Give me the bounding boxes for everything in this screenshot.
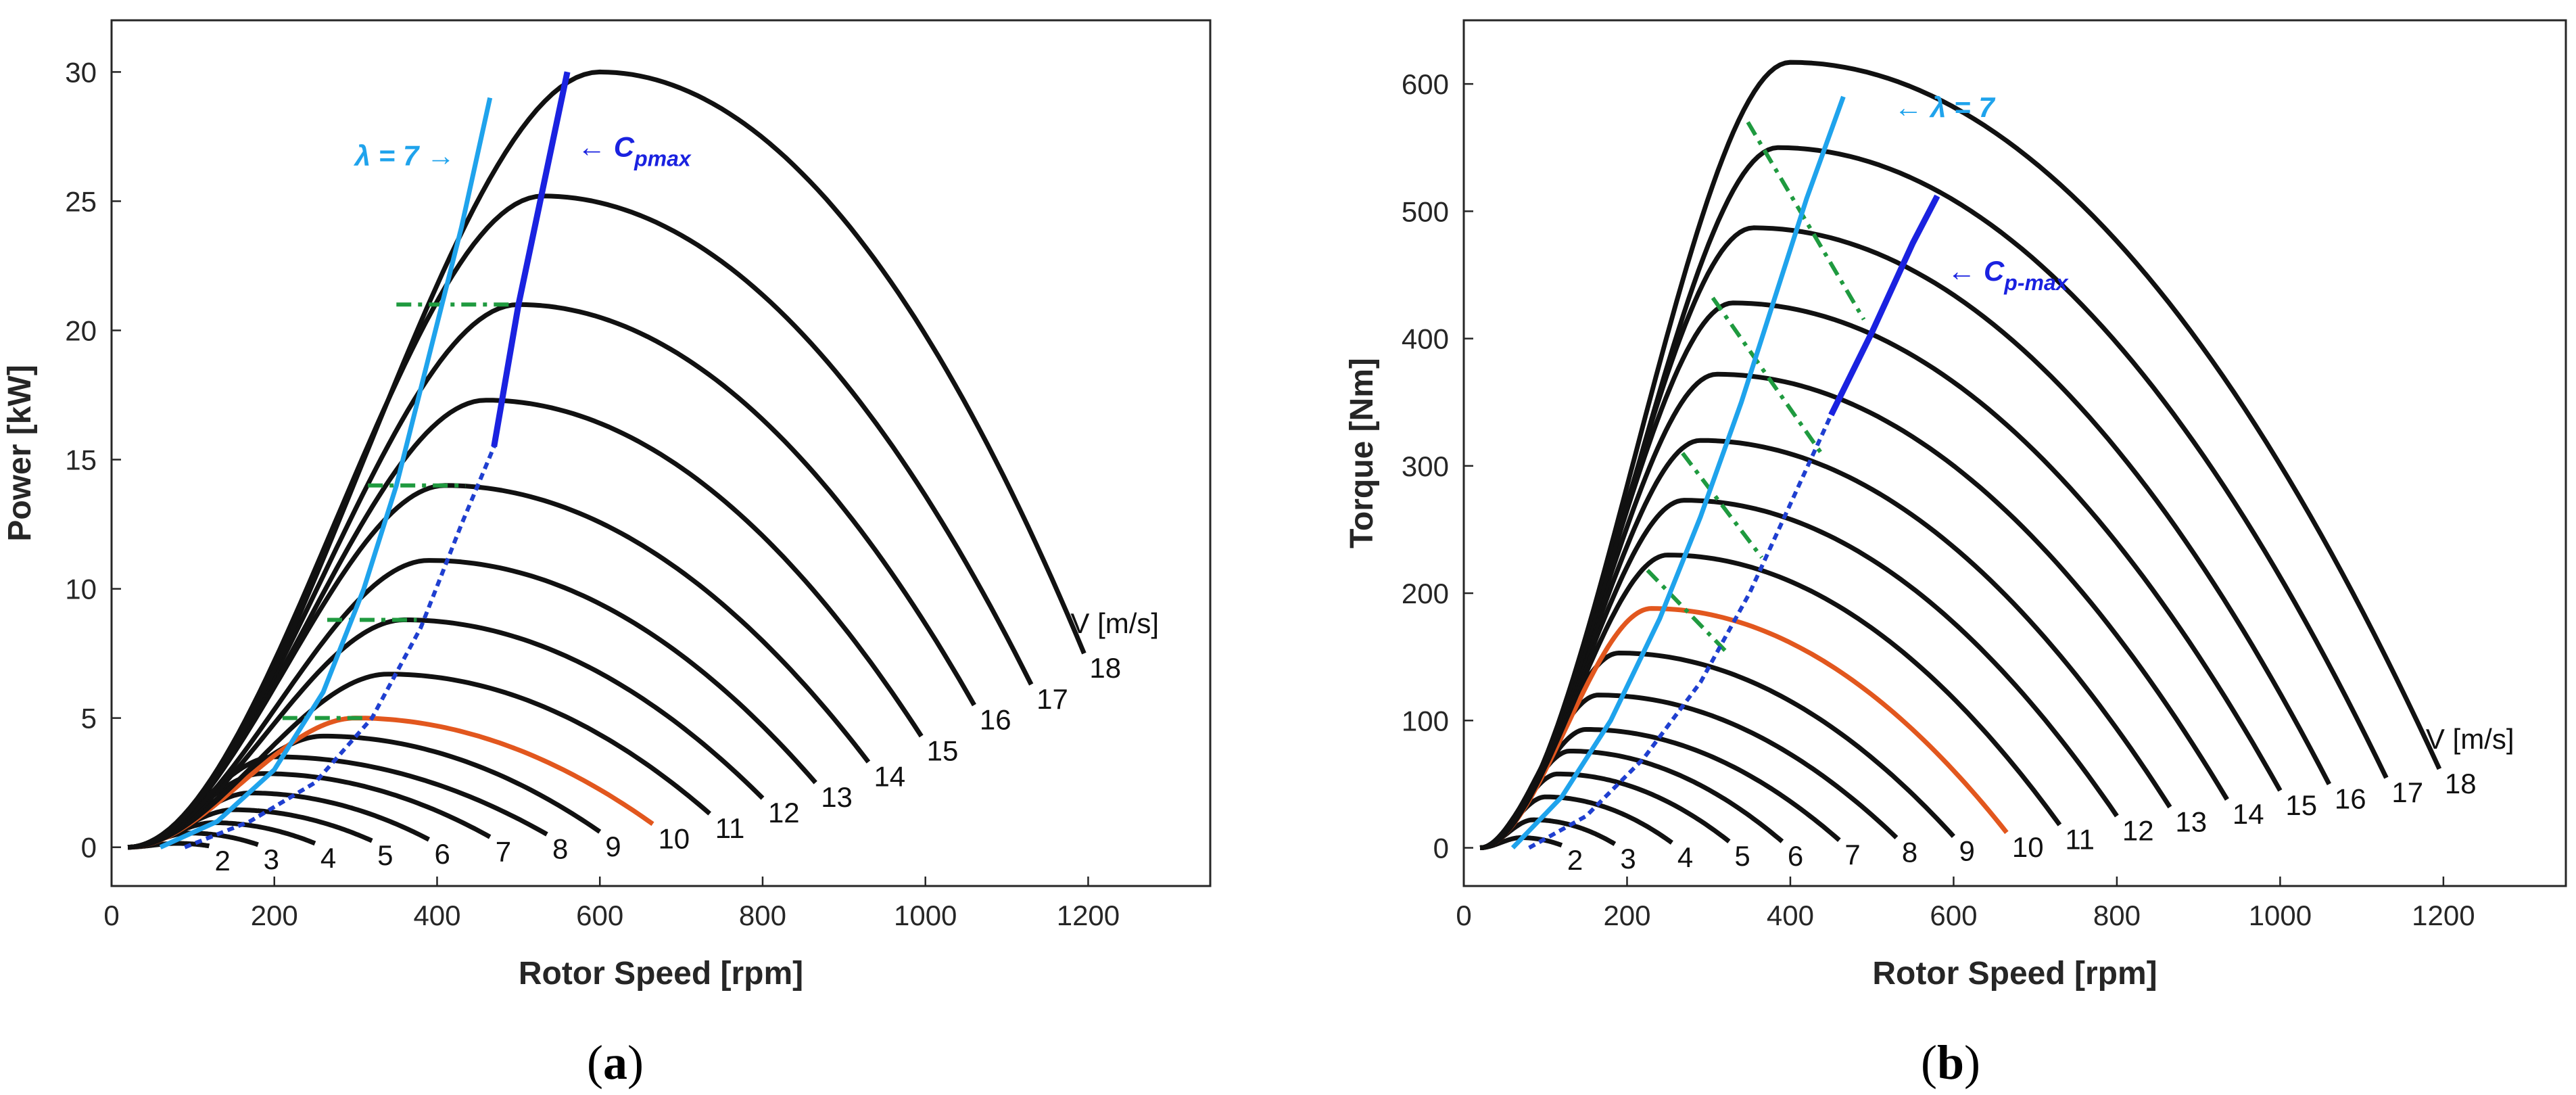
series-label-3: 3 xyxy=(264,843,279,875)
lambda-7-line xyxy=(159,97,493,849)
series-label-11: 11 xyxy=(715,812,745,844)
green-transition-line xyxy=(1646,569,1727,652)
series-label-17: 17 xyxy=(2391,776,2423,808)
series-label-2: 2 xyxy=(214,845,230,877)
series-label-10: 10 xyxy=(2012,831,2044,863)
series-label-17: 17 xyxy=(1036,683,1068,715)
lambda-7-line xyxy=(1510,95,1846,849)
series-label-18: 18 xyxy=(2445,768,2477,799)
y-tick-label: 500 xyxy=(1402,195,1449,227)
x-tick-label: 800 xyxy=(2093,900,2141,931)
legend-title: V [m/s] xyxy=(1070,607,1159,639)
y-axis-title: Torque [Nm] xyxy=(1344,358,1380,549)
plot-frame xyxy=(1462,19,2567,887)
x-tick-label: 0 xyxy=(103,900,119,931)
y-tick-label: 300 xyxy=(1402,450,1449,482)
series-line-15 xyxy=(127,398,924,850)
series-line-18 xyxy=(127,69,1087,850)
y-axis-title: Power [kW] xyxy=(2,365,38,541)
x-tick-label: 400 xyxy=(1767,900,1814,931)
series-label-15: 15 xyxy=(2285,789,2317,821)
y-tick-label: 600 xyxy=(1402,68,1449,100)
x-tick-label: 200 xyxy=(251,900,298,931)
y-tick-label: 20 xyxy=(65,315,97,347)
series-label-4: 4 xyxy=(320,842,336,874)
series-line-13 xyxy=(127,558,817,850)
x-tick-label: 1200 xyxy=(2412,900,2475,931)
y-tick-label: 200 xyxy=(1402,578,1449,609)
series-label-6: 6 xyxy=(1788,840,1803,872)
green-transition-line xyxy=(1746,121,1866,321)
series-label-12: 12 xyxy=(2122,814,2154,846)
series-label-14: 14 xyxy=(2233,798,2264,830)
y-tick-label: 30 xyxy=(65,56,97,88)
series-line-17 xyxy=(1479,145,2389,850)
series-label-8: 8 xyxy=(552,833,568,865)
y-tick-label: 10 xyxy=(65,574,97,605)
y-tick-label: 0 xyxy=(1433,833,1449,864)
panel-b-torque-chart: 0 200 400 600 800 1000 1200 0 100 200 300 400 500 600… xyxy=(1344,19,2567,1090)
lambda-label: ← λ = 7 xyxy=(1894,91,1995,123)
series-label-9: 9 xyxy=(1959,835,1974,867)
y-tick-label: 15 xyxy=(65,444,97,476)
series-label-7: 7 xyxy=(1844,839,1860,870)
x-tick-label: 600 xyxy=(1930,900,1977,931)
x-tick-label: 0 xyxy=(1456,900,1471,931)
x-tick-label: 1000 xyxy=(894,900,957,931)
plot-frame xyxy=(110,19,1212,887)
series-label-3: 3 xyxy=(1620,843,1636,875)
green-transition-line xyxy=(1681,452,1764,559)
panel-caption: (a) xyxy=(587,1035,644,1090)
series-label-5: 5 xyxy=(1734,840,1750,872)
series-label-10: 10 xyxy=(658,822,690,854)
series-label-12: 12 xyxy=(768,797,800,829)
x-tick-label: 1000 xyxy=(2249,900,2312,931)
series-label-6: 6 xyxy=(434,838,450,870)
x-axis-title: Rotor Speed [rpm] xyxy=(519,956,803,992)
series-label-11: 11 xyxy=(2065,824,2095,856)
x-tick-label: 200 xyxy=(1603,900,1650,931)
panel-letter: a xyxy=(603,1035,627,1090)
series-label-8: 8 xyxy=(1902,836,1917,868)
series-label-2: 2 xyxy=(1567,844,1583,876)
y-tick-label: 400 xyxy=(1402,323,1449,355)
x-tick-label: 1200 xyxy=(1057,900,1120,931)
cp-max-line xyxy=(491,71,571,448)
series-label-16: 16 xyxy=(2335,783,2366,814)
y-tick-label: 0 xyxy=(81,832,97,864)
series-label-14: 14 xyxy=(874,761,905,793)
y-tick-label: 5 xyxy=(81,703,97,735)
series-label-18: 18 xyxy=(1089,652,1121,684)
x-axis-title: Rotor Speed [rpm] xyxy=(1872,956,2157,992)
series-line-11 xyxy=(127,672,711,850)
series-line-17 xyxy=(127,193,1034,850)
legend-title: V [m/s] xyxy=(2426,723,2514,755)
cp-max-line xyxy=(1828,194,1940,417)
x-tick-label: 800 xyxy=(739,900,786,931)
panel-caption: (b) xyxy=(1921,1035,1980,1090)
x-tick-label: 400 xyxy=(413,900,460,931)
series-label-16: 16 xyxy=(980,704,1011,736)
y-tick-label: 25 xyxy=(65,185,97,217)
cp-max-line-dashed xyxy=(184,71,570,849)
series-label-13: 13 xyxy=(2175,806,2207,837)
series-line-18 xyxy=(1479,60,2442,850)
y-tick-label: 100 xyxy=(1402,705,1449,737)
series-label-13: 13 xyxy=(821,781,853,813)
lambda-label: λ = 7 → xyxy=(354,140,455,172)
panel-letter: b xyxy=(1937,1035,1964,1090)
cp-max-label: ← Cp-max xyxy=(1947,255,2068,295)
series-label-9: 9 xyxy=(605,831,621,862)
cp-max-label: ← Cpmax xyxy=(577,131,692,170)
x-tick-label: 600 xyxy=(576,900,623,931)
series-label-5: 5 xyxy=(377,839,393,871)
series-label-15: 15 xyxy=(927,735,959,766)
series-label-4: 4 xyxy=(1677,841,1693,873)
series-label-7: 7 xyxy=(496,835,511,867)
